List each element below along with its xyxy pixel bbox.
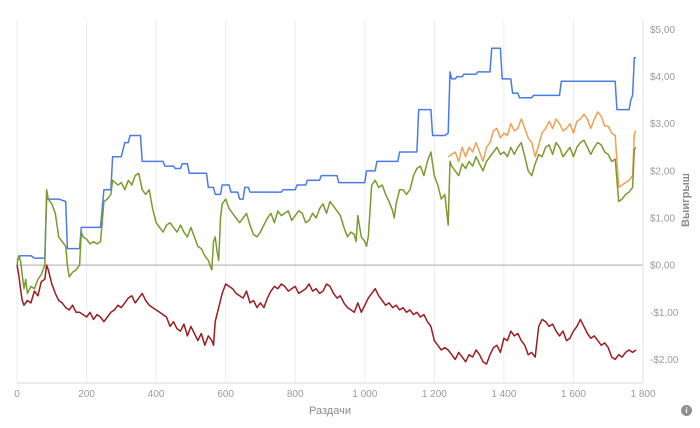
x-tick-label: 1 600	[561, 389, 586, 400]
y-tick-label: -$2,00	[650, 355, 679, 366]
x-tick-label: 1 200	[422, 389, 447, 400]
y-tick-label: $1,00	[650, 214, 675, 225]
y-tick-label: $0,00	[650, 261, 675, 272]
y-tick-label: $4,00	[650, 72, 675, 83]
y-tick-label: $3,00	[650, 119, 675, 130]
y-tick-label: $2,00	[650, 166, 675, 177]
series-line-2	[447, 111, 637, 189]
y-tick-label: $5,00	[650, 25, 675, 36]
x-tick-label: 1 000	[352, 389, 377, 400]
x-axis-title: Раздачи	[309, 405, 351, 417]
x-tick-label: 400	[148, 389, 165, 400]
y-axis-title: Выигрыш	[680, 173, 692, 227]
x-tick-label: 0	[14, 389, 20, 400]
x-tick-label: 800	[287, 389, 304, 400]
info-icon[interactable]: i	[681, 405, 692, 416]
series-line-3	[16, 139, 637, 295]
series-lines	[16, 47, 637, 365]
series-line-1	[16, 47, 636, 261]
x-tick-label: 1 800	[630, 389, 655, 400]
x-tick-label: 1 400	[491, 389, 516, 400]
y-tick-label: -$1,00	[650, 308, 679, 319]
x-tick-label: 600	[217, 389, 234, 400]
axes: 0 200 400 600 800 1 000 1 200 1 400 1 600 1 800 -$…	[14, 20, 679, 400]
x-tick-label: 200	[78, 389, 95, 400]
series-line-4	[16, 264, 637, 365]
